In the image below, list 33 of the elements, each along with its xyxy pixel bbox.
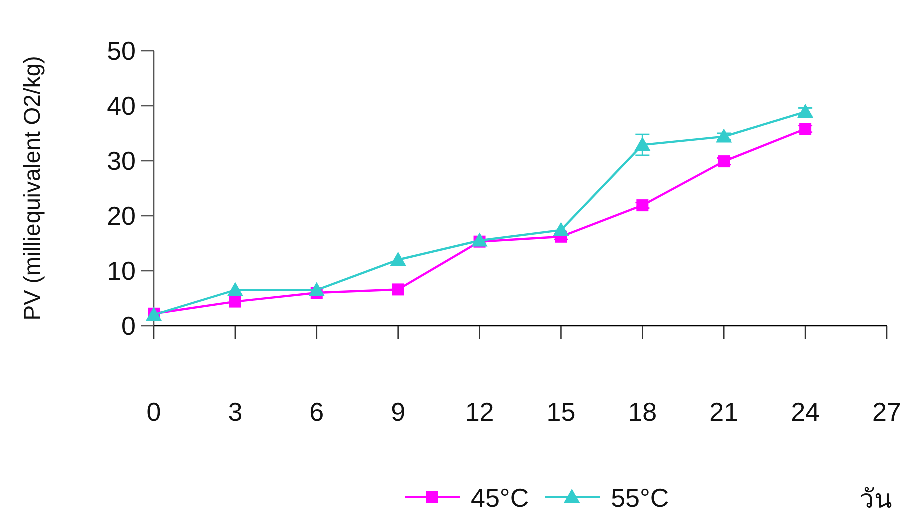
y-axis-title: PV (milliequivalent O2/kg): [19, 56, 45, 321]
point: [390, 252, 406, 266]
point: [634, 137, 651, 152]
x-tick-label: 0: [146, 397, 162, 427]
y-tick-label: 20: [107, 201, 136, 231]
x-tick-label: 15: [546, 397, 576, 427]
point: [472, 232, 488, 247]
point: [718, 156, 730, 168]
point: [227, 282, 244, 296]
point: [716, 128, 732, 143]
x-tick-label: 27: [872, 397, 902, 427]
legend-label: 55°C: [611, 483, 670, 513]
point: [308, 282, 325, 296]
point: [798, 104, 814, 118]
point: [553, 222, 570, 236]
x-tick-label: 9: [391, 397, 406, 427]
x-axis-title: วัน: [860, 484, 892, 514]
x-tick-label: 21: [710, 397, 739, 427]
point: [636, 200, 649, 212]
y-tick-label: 40: [107, 91, 136, 121]
x-tick-label: 24: [791, 397, 820, 427]
x-tick-label: 6: [310, 397, 324, 427]
y-tick-label: 30: [107, 146, 136, 176]
y-tick-label: 0: [122, 311, 136, 341]
point: [800, 123, 812, 136]
x-tick-label: 3: [228, 397, 243, 427]
point: [392, 284, 404, 296]
y-tick-label: 50: [107, 36, 136, 66]
x-tick-label: 12: [465, 397, 494, 427]
x-tick-label: 18: [628, 397, 658, 427]
y-tick-label: 10: [107, 256, 136, 286]
point: [229, 296, 242, 308]
legend-label: 45°C: [471, 483, 530, 513]
